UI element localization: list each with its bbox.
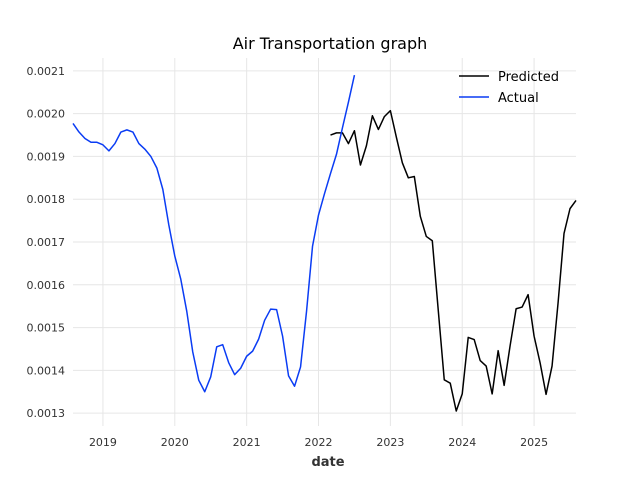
y-tick-label: 0.0014 bbox=[27, 364, 66, 377]
x-tick-label: 2023 bbox=[376, 436, 404, 449]
x-tick-label: 2024 bbox=[448, 436, 476, 449]
y-tick-label: 0.0016 bbox=[27, 279, 66, 292]
y-tick-label: 0.0020 bbox=[27, 108, 66, 121]
y-tick-label: 0.0015 bbox=[27, 322, 66, 335]
series-lines bbox=[72, 74, 577, 412]
x-tick-label: 2020 bbox=[161, 436, 189, 449]
chart-title: Air Transportation graph bbox=[233, 34, 428, 53]
y-tick-label: 0.0019 bbox=[27, 150, 66, 163]
y-tick-label: 0.0013 bbox=[27, 407, 66, 420]
y-axis-ticks: 0.0013 0.0014 0.0015 0.0016 0.0017 0.0018 0.00… bbox=[27, 65, 66, 420]
y-tick-label: 0.0017 bbox=[27, 236, 66, 249]
x-tick-label: 2019 bbox=[89, 436, 117, 449]
legend-actual-label: Actual bbox=[498, 91, 539, 106]
x-axis-label: date bbox=[311, 455, 344, 470]
x-tick-label: 2021 bbox=[233, 436, 261, 449]
x-axis-ticks: 2019 2020 2021 2022 2023 2024 2025 bbox=[89, 436, 548, 449]
y-tick-label: 0.0018 bbox=[27, 193, 66, 206]
x-tick-label: 2022 bbox=[305, 436, 333, 449]
series-line-actual bbox=[72, 74, 356, 393]
series-line-predicted bbox=[330, 109, 577, 412]
x-tick-label: 2025 bbox=[520, 436, 548, 449]
legend-predicted-label: Predicted bbox=[498, 70, 559, 85]
legend: Predicted Actual bbox=[459, 70, 559, 106]
grid-lines bbox=[73, 58, 576, 426]
y-tick-label: 0.0021 bbox=[27, 65, 66, 78]
